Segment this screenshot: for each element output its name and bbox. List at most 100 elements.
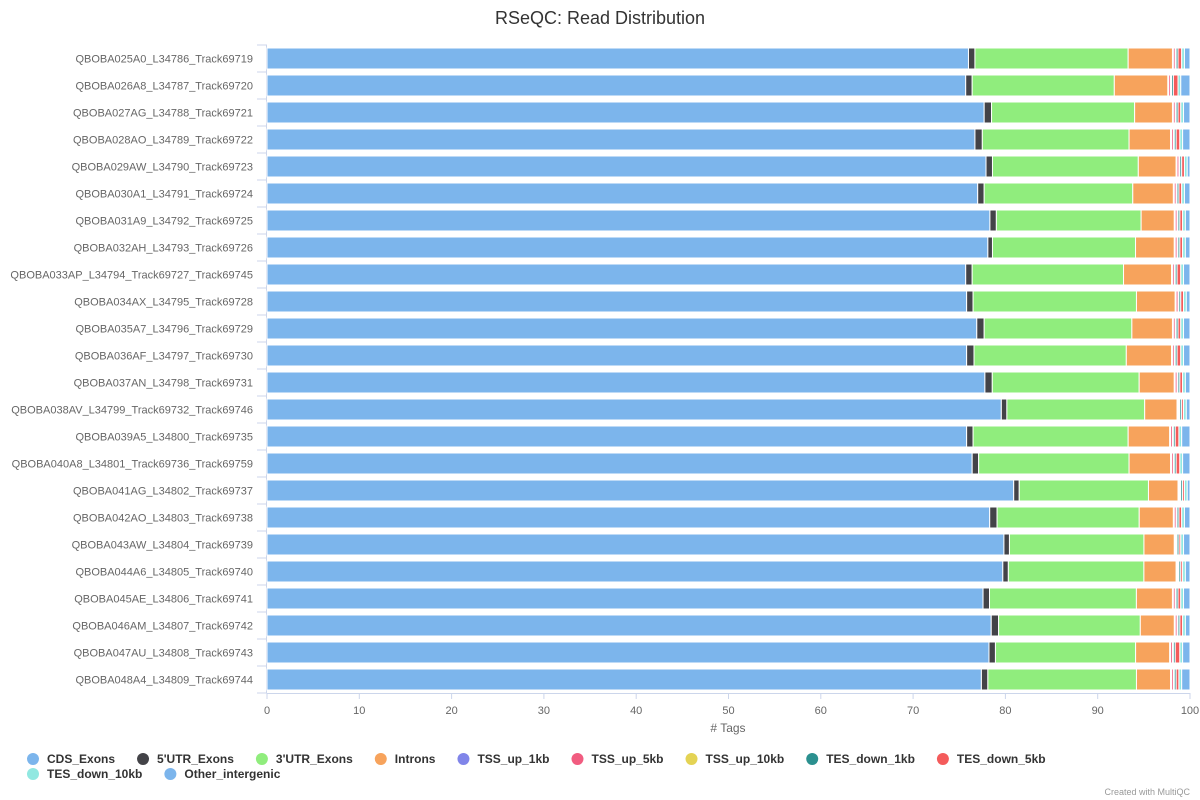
bar-segment[interactable] (1181, 425, 1191, 448)
bar-segment[interactable] (266, 533, 1005, 556)
bar-segment[interactable] (266, 182, 979, 205)
bar-segment[interactable] (1183, 344, 1191, 367)
bar-segment[interactable] (1128, 128, 1172, 151)
bar-row[interactable] (266, 182, 1191, 205)
legend-item[interactable]: TES_down_5kb (936, 752, 1046, 766)
bar-segment[interactable] (1177, 47, 1183, 70)
bar-segment[interactable] (1143, 560, 1177, 583)
bar-segment[interactable] (996, 506, 1140, 529)
bar-segment[interactable] (1135, 668, 1172, 691)
bar-segment[interactable] (971, 263, 1125, 286)
bar-segment[interactable] (266, 398, 1002, 421)
bar-segment[interactable] (991, 101, 1136, 124)
legend-item[interactable]: Other_intergenic (164, 767, 281, 781)
bar-segment[interactable] (1008, 533, 1145, 556)
bar-segment[interactable] (1174, 425, 1180, 448)
bar-segment[interactable] (1184, 236, 1191, 259)
bar-segment[interactable] (1127, 425, 1171, 448)
bar-segment[interactable] (266, 290, 968, 313)
bar-segment[interactable] (1135, 587, 1173, 610)
bar-segment[interactable] (1183, 317, 1191, 340)
bar-segment[interactable] (1183, 506, 1191, 529)
bar-row[interactable] (266, 74, 1191, 97)
bar-segment[interactable] (1184, 614, 1191, 637)
bar-segment[interactable] (266, 317, 978, 340)
bar-segment[interactable] (1138, 371, 1175, 394)
bar-segment[interactable] (1182, 128, 1191, 151)
bar-segment[interactable] (1183, 101, 1191, 124)
bar-segment[interactable] (974, 47, 1129, 70)
bar-segment[interactable] (983, 317, 1133, 340)
legend-item[interactable]: TSS_up_10kb (685, 752, 785, 766)
bar-segment[interactable] (1132, 182, 1174, 205)
bar-segment[interactable] (1184, 371, 1191, 394)
bar-segment[interactable] (1183, 263, 1191, 286)
bar-segment[interactable] (266, 506, 991, 529)
bar-row[interactable] (266, 452, 1191, 475)
bar-segment[interactable] (1138, 506, 1174, 529)
bar-row[interactable] (266, 425, 1191, 448)
bar-segment[interactable] (266, 344, 968, 367)
bar-segment[interactable] (1140, 209, 1175, 232)
bar-segment[interactable] (1183, 182, 1191, 205)
bar-segment[interactable] (266, 47, 969, 70)
bar-segment[interactable] (1144, 398, 1178, 421)
bar-row[interactable] (266, 290, 1191, 313)
bar-segment[interactable] (266, 425, 968, 448)
bar-row[interactable] (266, 371, 1191, 394)
bar-segment[interactable] (1184, 560, 1191, 583)
bar-segment[interactable] (1176, 263, 1182, 286)
legend-item[interactable]: TSS_up_5kb (571, 752, 664, 766)
bar-segment[interactable] (1128, 452, 1172, 475)
bar-segment[interactable] (266, 209, 991, 232)
bar-segment[interactable] (987, 668, 1137, 691)
legend-item[interactable]: TES_down_10kb (27, 767, 142, 781)
bar-row[interactable] (266, 641, 1191, 664)
bar-segment[interactable] (966, 344, 975, 367)
bar-segment[interactable] (266, 263, 967, 286)
bar-segment[interactable] (991, 236, 1137, 259)
bar-segment[interactable] (1135, 641, 1171, 664)
bar-row[interactable] (266, 614, 1191, 637)
bar-segment[interactable] (1186, 479, 1191, 502)
bar-row[interactable] (266, 263, 1191, 286)
bar-segment[interactable] (1006, 398, 1146, 421)
bar-row[interactable] (266, 236, 1191, 259)
bar-segment[interactable] (1186, 155, 1191, 178)
bar-segment[interactable] (1182, 452, 1191, 475)
bar-segment[interactable] (991, 371, 1140, 394)
bar-segment[interactable] (972, 425, 1129, 448)
bar-row[interactable] (266, 479, 1191, 502)
bar-segment[interactable] (983, 182, 1134, 205)
bar-segment[interactable] (1131, 317, 1173, 340)
bar-segment[interactable] (990, 614, 1000, 637)
bar-segment[interactable] (1184, 209, 1191, 232)
bar-row[interactable] (266, 506, 1191, 529)
legend-item[interactable]: Introns (374, 752, 436, 766)
bar-row[interactable] (266, 47, 1191, 70)
bar-segment[interactable] (266, 668, 982, 691)
bar-row[interactable] (266, 128, 1191, 151)
bar-segment[interactable] (971, 452, 980, 475)
bar-segment[interactable] (1013, 479, 1020, 502)
legend-item[interactable]: 5'UTR_Exons (137, 752, 234, 766)
bar-segment[interactable] (987, 236, 993, 259)
bar-segment[interactable] (965, 263, 973, 286)
bar-segment[interactable] (983, 101, 993, 124)
bar-segment[interactable] (266, 614, 992, 637)
bar-segment[interactable] (1125, 344, 1173, 367)
bar-row[interactable] (266, 209, 1191, 232)
bar-segment[interactable] (1127, 47, 1173, 70)
bar-segment[interactable] (966, 425, 974, 448)
bar-segment[interactable] (1000, 398, 1008, 421)
bar-segment[interactable] (978, 452, 1130, 475)
bar-row[interactable] (266, 668, 1191, 691)
bar-segment[interactable] (976, 317, 985, 340)
bar-row[interactable] (266, 560, 1191, 583)
bar-segment[interactable] (1137, 155, 1177, 178)
bar-segment[interactable] (1147, 479, 1179, 502)
bar-segment[interactable] (266, 560, 1004, 583)
bar-segment[interactable] (1183, 533, 1191, 556)
bar-segment[interactable] (1134, 101, 1173, 124)
bar-segment[interactable] (1180, 74, 1191, 97)
